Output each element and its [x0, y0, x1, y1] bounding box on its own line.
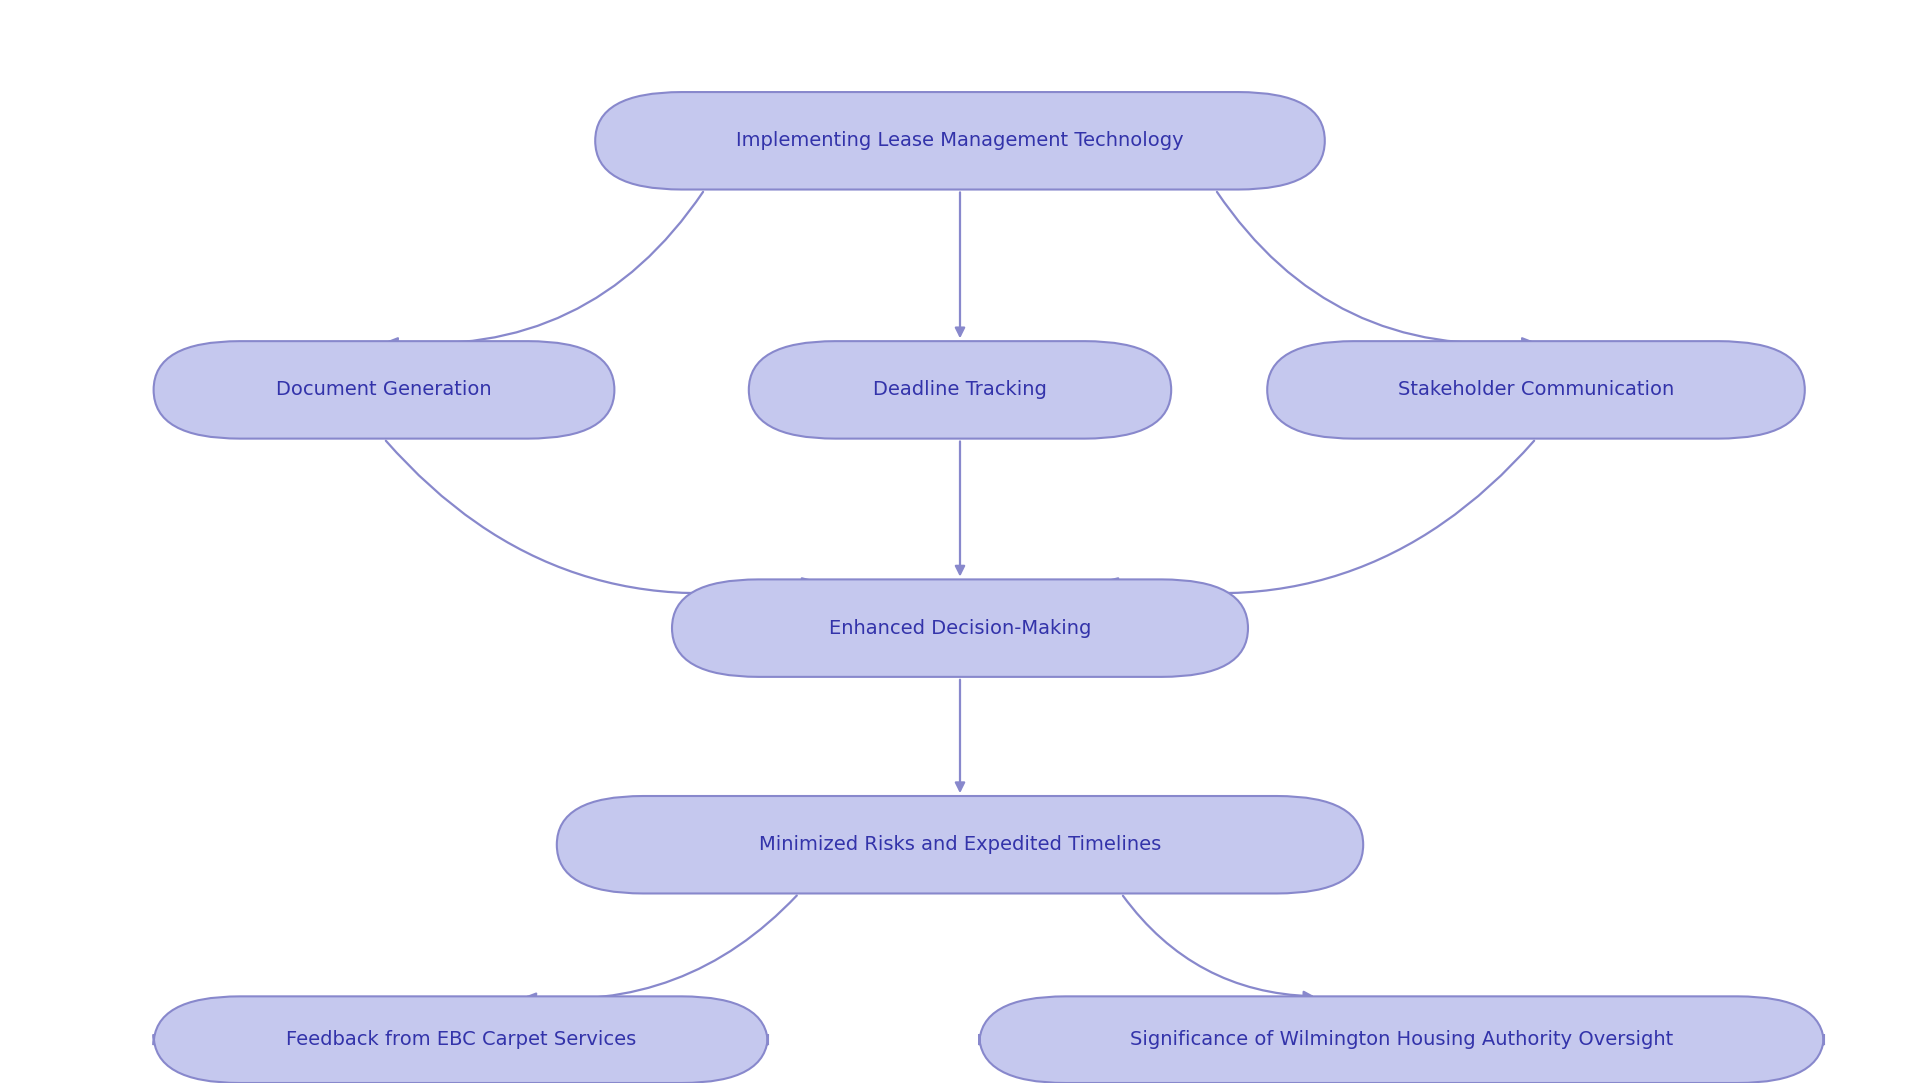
FancyBboxPatch shape — [672, 579, 1248, 677]
Text: Implementing Lease Management Technology: Implementing Lease Management Technology — [735, 131, 1185, 151]
FancyBboxPatch shape — [557, 796, 1363, 893]
FancyBboxPatch shape — [154, 996, 768, 1083]
Text: Stakeholder Communication: Stakeholder Communication — [1398, 380, 1674, 400]
FancyBboxPatch shape — [154, 341, 614, 439]
FancyBboxPatch shape — [595, 92, 1325, 190]
FancyBboxPatch shape — [979, 996, 1824, 1083]
Text: Document Generation: Document Generation — [276, 380, 492, 400]
Text: Enhanced Decision-Making: Enhanced Decision-Making — [829, 618, 1091, 638]
Text: Deadline Tracking: Deadline Tracking — [874, 380, 1046, 400]
Text: Significance of Wilmington Housing Authority Oversight: Significance of Wilmington Housing Autho… — [1131, 1030, 1672, 1049]
FancyBboxPatch shape — [749, 341, 1171, 439]
Text: Feedback from EBC Carpet Services: Feedback from EBC Carpet Services — [286, 1030, 636, 1049]
FancyBboxPatch shape — [1267, 341, 1805, 439]
Text: Minimized Risks and Expedited Timelines: Minimized Risks and Expedited Timelines — [758, 835, 1162, 854]
